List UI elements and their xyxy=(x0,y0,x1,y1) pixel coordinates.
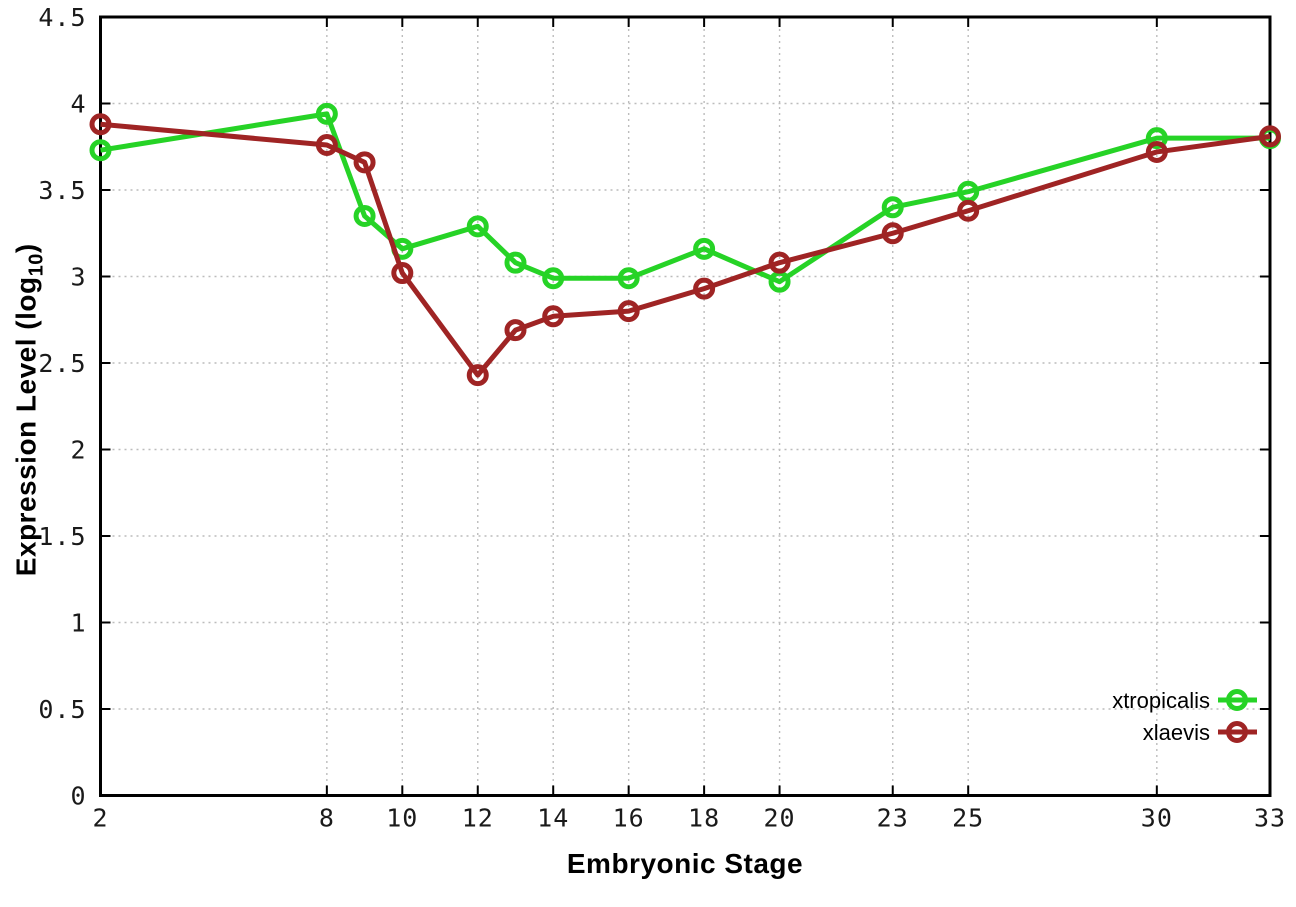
y-tick-label: 3.5 xyxy=(38,176,86,205)
data-point-marker-xlaevis xyxy=(881,222,904,245)
legend-label-xlaevis: xlaevis xyxy=(1143,720,1210,745)
x-tick-label: 16 xyxy=(613,804,645,833)
x-tick-label: 25 xyxy=(952,804,984,833)
data-point-marker-xtropicalis xyxy=(353,204,376,227)
x-tick-label: 23 xyxy=(877,804,909,833)
data-point-marker-xtropicalis xyxy=(693,237,716,260)
x-tick-label: 33 xyxy=(1254,804,1286,833)
y-tick-label: 1 xyxy=(70,609,86,638)
data-point-marker-xtropicalis xyxy=(617,267,640,290)
data-point-marker-xtropicalis xyxy=(89,139,112,162)
x-tick-label: 8 xyxy=(319,804,335,833)
data-point-marker-xlaevis xyxy=(89,113,112,136)
series-line-xlaevis xyxy=(100,121,1271,378)
data-point-marker-xtropicalis xyxy=(542,267,565,290)
data-point-marker-xtropicalis xyxy=(315,102,338,125)
x-axis-title: Embryonic Stage xyxy=(566,848,804,879)
y-tick-label: 0 xyxy=(70,782,86,811)
data-point-marker-xlaevis xyxy=(315,134,338,157)
data-point-marker-xtropicalis xyxy=(881,196,904,219)
data-point-marker-xlaevis xyxy=(542,305,565,328)
x-tick-label: 10 xyxy=(386,804,418,833)
data-point-marker-xtropicalis xyxy=(1145,127,1168,150)
y-tick-label: 0.5 xyxy=(38,695,86,724)
data-point-marker-xlaevis xyxy=(353,151,376,174)
data-point-marker-xlaevis xyxy=(617,300,640,323)
y-tick-label: 3 xyxy=(70,263,86,292)
plot-border xyxy=(99,15,1272,797)
data-point-marker-xlaevis xyxy=(957,199,980,222)
y-axis-title-subscript: 10 xyxy=(24,253,47,277)
data-point-marker-xlaevis xyxy=(693,277,716,300)
y-axis-title-close: ) xyxy=(10,243,42,254)
data-point-marker-xlaevis xyxy=(504,319,527,342)
data-point-marker-xlaevis xyxy=(391,262,414,285)
data-point-marker-xlaevis xyxy=(466,364,489,387)
x-tick-label: 18 xyxy=(688,804,720,833)
y-axis-title: Expression Level (log10) xyxy=(10,244,48,577)
y-axis-title-wrap: Expression Level (log10) xyxy=(0,0,58,820)
data-point-marker-xlaevis xyxy=(768,251,791,274)
x-tick-label: 12 xyxy=(462,804,494,833)
x-tick-label: 30 xyxy=(1141,804,1173,833)
legend-marker-icon-xlaevis xyxy=(1226,721,1248,743)
y-tick-label: 2 xyxy=(70,436,86,465)
data-point-marker-xtropicalis xyxy=(504,251,527,274)
x-tick-label: 20 xyxy=(764,804,796,833)
data-point-marker-xlaevis xyxy=(1259,125,1281,148)
legend-marker-icon-xtropicalis xyxy=(1226,689,1248,711)
y-tick-label: 1.5 xyxy=(38,522,86,551)
data-point-marker-xtropicalis xyxy=(466,215,489,238)
y-axis-title-text: Expression Level (log xyxy=(10,276,42,577)
data-point-marker-xlaevis xyxy=(1145,140,1168,163)
y-tick-label: 2.5 xyxy=(38,349,86,378)
y-tick-label: 4.5 xyxy=(38,3,86,32)
x-tick-label: 2 xyxy=(92,804,108,833)
y-tick-label: 4 xyxy=(70,90,86,119)
legend-label-xtropicalis: xtropicalis xyxy=(1112,688,1210,713)
x-tick-label: 14 xyxy=(537,804,569,833)
